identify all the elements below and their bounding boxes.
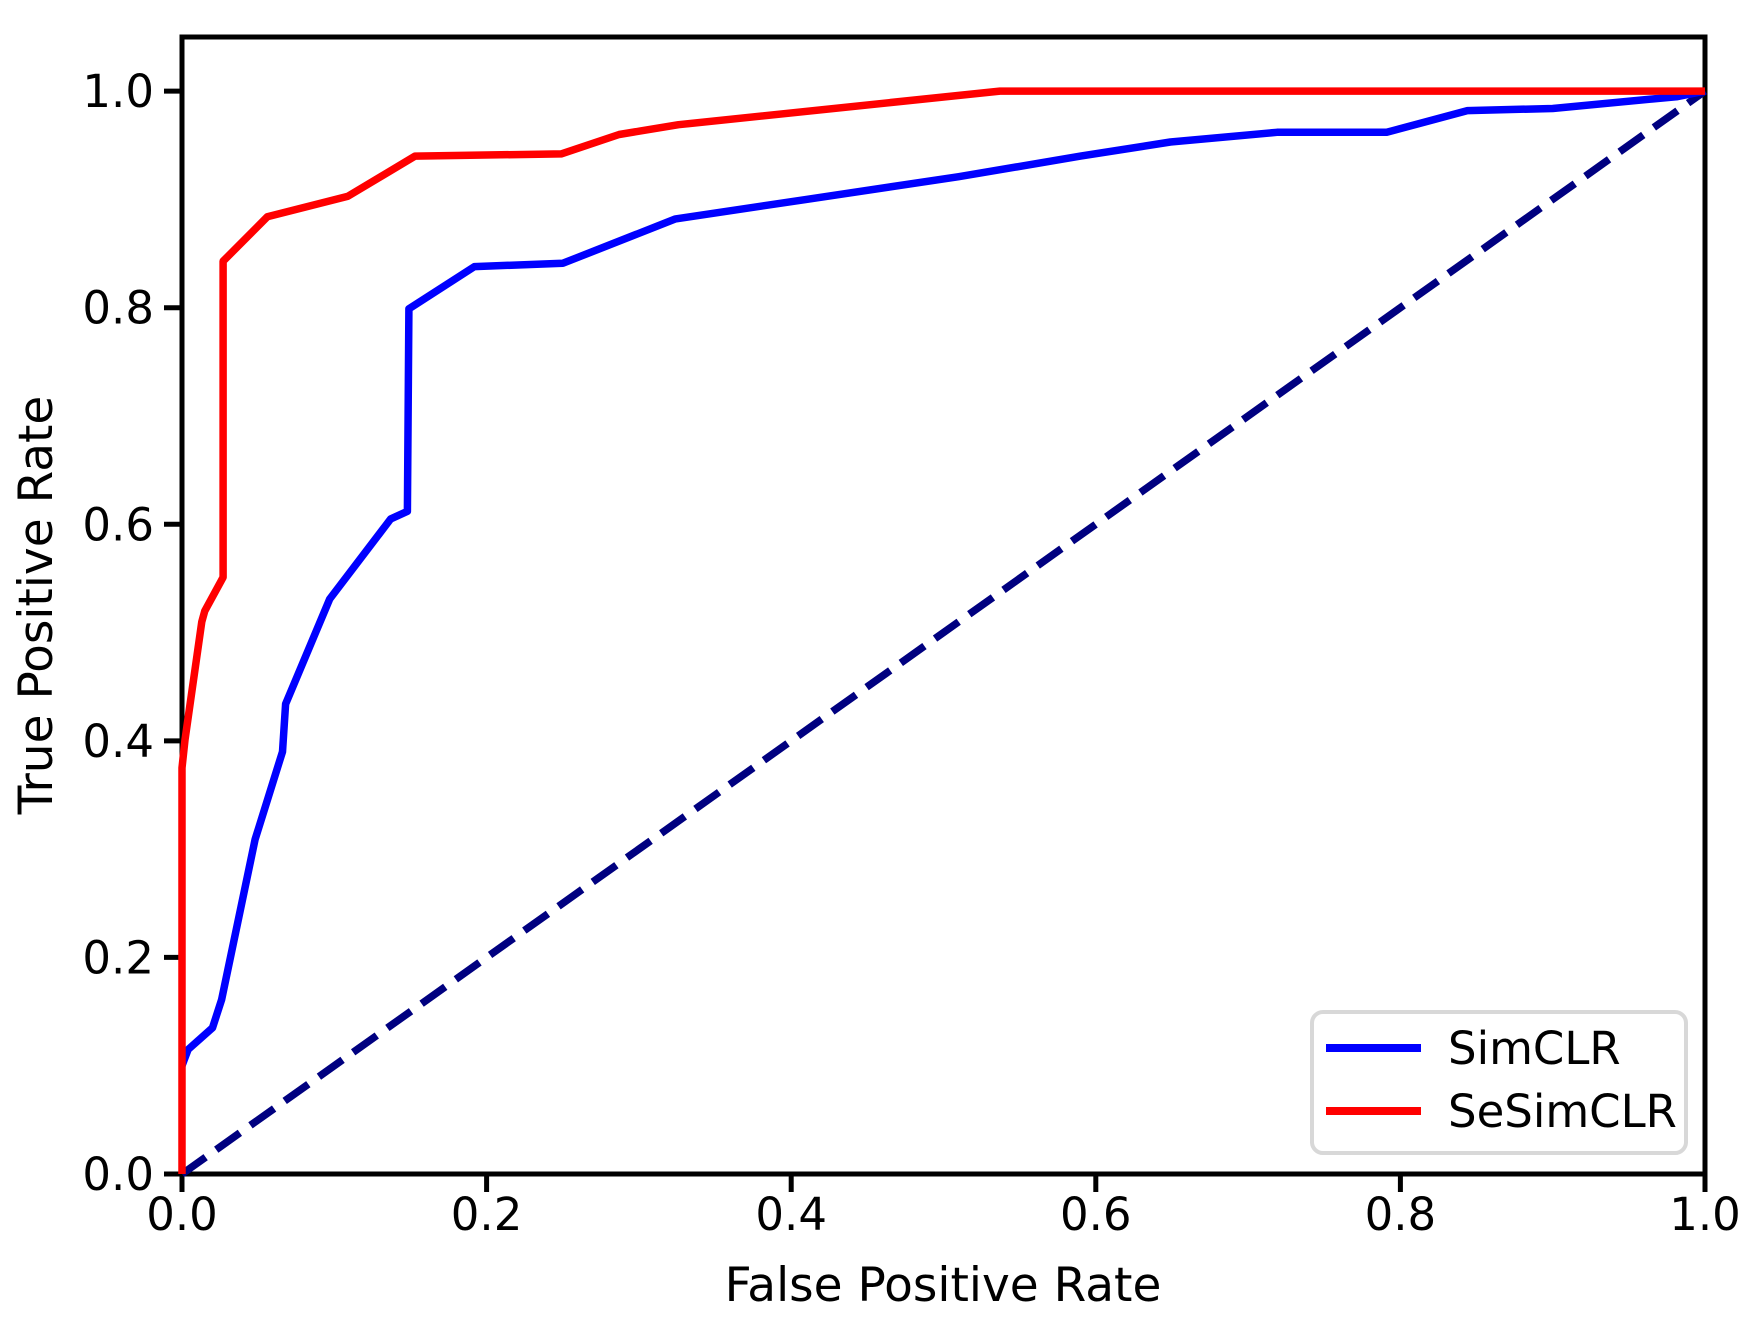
x-tick-label: 0.4 [755,1188,827,1241]
axis-ticks: 0.0 0.2 0.4 0.6 0.8 1.0 0.0 0.2 0.4 0.6 0.8 1.0 [82,65,1740,1241]
x-tick-label: 0.2 [451,1188,523,1241]
legend-label-sesimclr: SeSimCLR [1448,1085,1677,1138]
plot-border [179,34,1708,1177]
y-tick-label: 0.0 [82,1148,154,1201]
y-axis-label: True Positive Rate [9,396,64,816]
x-tick-label: 0.8 [1365,1188,1437,1241]
y-tick-label: 1.0 [82,65,154,118]
series-line-chance [179,88,1708,1178]
y-tick-label: 0.2 [82,931,154,984]
legend: SimCLR SeSimCLR [1310,1010,1688,1155]
x-tick-label: 0.0 [146,1188,218,1241]
x-axis-label: False Positive Rate [725,1258,1162,1313]
plot-series [178,87,1708,1178]
x-tick-label: 0.6 [1060,1188,1132,1241]
y-tick-label: 0.8 [82,282,154,335]
x-tick-label: 1.0 [1669,1188,1741,1241]
y-tick-label: 0.6 [82,498,154,551]
legend-label-simclr: SimCLR [1448,1022,1621,1075]
y-tick-label: 0.4 [82,715,154,768]
series-line-simclr [178,87,1706,1068]
series-line-sesimclr [178,87,1705,1174]
